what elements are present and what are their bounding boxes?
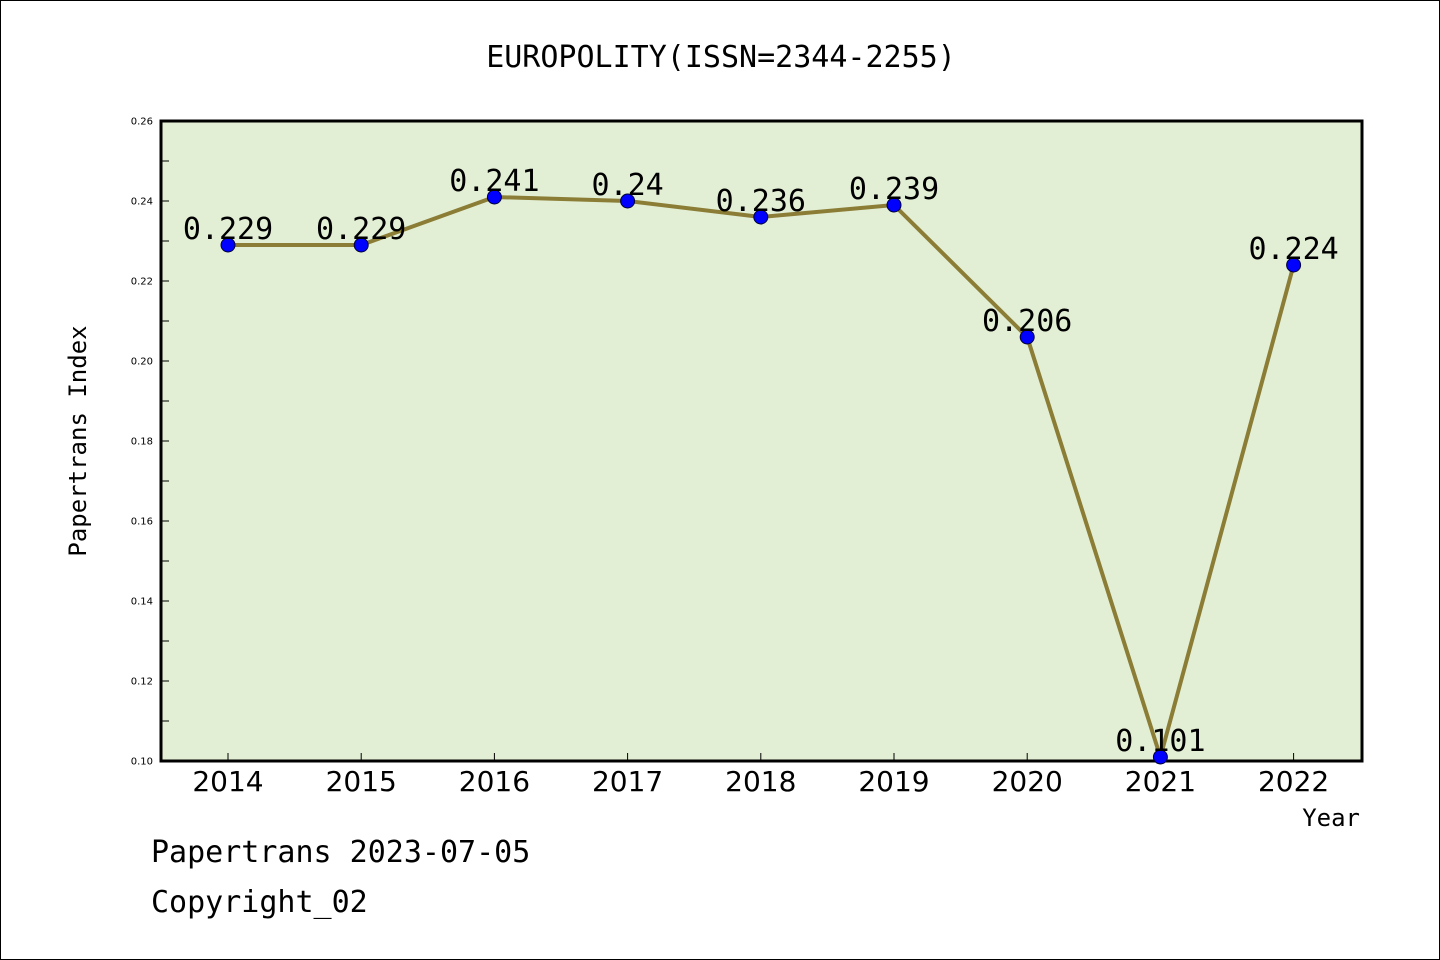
- x-tick-label: 2016: [459, 765, 530, 798]
- data-point: [220, 237, 236, 253]
- data-point: [753, 209, 769, 225]
- y-tick-label: 0.22: [131, 277, 153, 288]
- data-label: 0.24: [591, 168, 663, 203]
- data-label: 0.224: [1248, 232, 1338, 267]
- footer-date: Papertrans 2023-07-05: [151, 835, 531, 870]
- plot-area: [159, 119, 1364, 763]
- y-tick-label: 0.20: [131, 357, 153, 368]
- data-labels: 0.229 0.229 0.241 0.24 0.236 0.239 0.206 0.101 0…: [183, 164, 1339, 759]
- y-axis-label: Papertrans Index: [64, 325, 92, 556]
- data-point: [620, 193, 636, 209]
- series-markers: [220, 189, 1302, 765]
- x-tick-label: 2014: [192, 765, 263, 798]
- data-point: [1019, 329, 1035, 345]
- data-label: 0.241: [449, 164, 539, 199]
- x-tick-label: 2021: [1125, 765, 1196, 798]
- data-label: 0.206: [982, 304, 1072, 339]
- x-tick-label: 2020: [992, 765, 1063, 798]
- y-tick-label: 0.24: [131, 197, 153, 208]
- chart-title: EUROPOLITY(ISSN=2344-2255): [486, 40, 956, 75]
- footer-copyright: Copyright_02: [151, 885, 368, 920]
- data-point: [486, 189, 502, 205]
- data-label: 0.236: [716, 184, 806, 219]
- x-tick-label: 2018: [725, 765, 796, 798]
- data-point: [886, 197, 902, 213]
- y-tick-label: 0.18: [131, 437, 153, 448]
- y-tick-label: 0.26: [131, 117, 153, 128]
- data-label: 0.229: [316, 212, 406, 247]
- x-axis-label: Year: [1302, 804, 1360, 832]
- data-label: 0.239: [849, 172, 939, 207]
- data-label: 0.101: [1115, 724, 1205, 759]
- y-tick-label: 0.16: [131, 517, 153, 528]
- y-axis: 0.10 0.12 0.14 0.16 0.18 0.20 0.22 0.24 0.26: [131, 117, 169, 768]
- y-tick-label: 0.12: [131, 677, 153, 688]
- x-tick-label: 2022: [1258, 765, 1329, 798]
- x-tick-label: 2017: [592, 765, 663, 798]
- data-point: [1286, 257, 1302, 273]
- data-label: 0.229: [183, 212, 273, 247]
- y-tick-label: 0.14: [131, 597, 153, 608]
- data-point: [1152, 749, 1168, 765]
- x-tick-label: 2015: [326, 765, 397, 798]
- y-tick-label: 0.10: [131, 757, 153, 768]
- x-tick-label: 2019: [858, 765, 929, 798]
- x-axis: 2014 2015 2016 2017 2018 2019 2020 2021 2022: [192, 753, 1329, 798]
- data-point: [353, 237, 369, 253]
